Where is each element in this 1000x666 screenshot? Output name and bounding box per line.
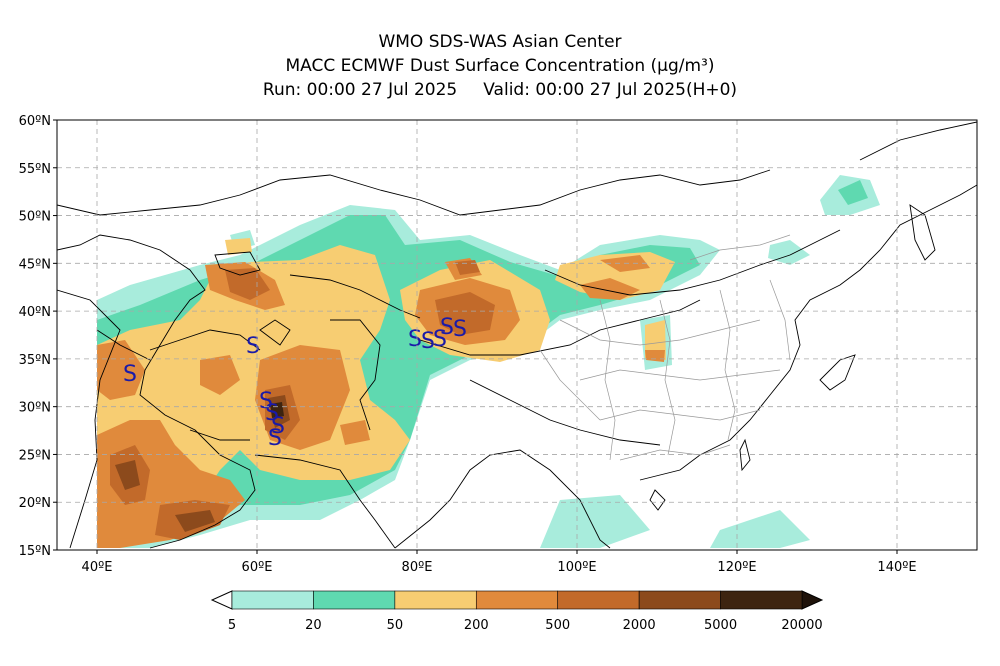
dust-storm-symbol: S	[259, 389, 273, 414]
colorbar-label: 20	[305, 618, 322, 633]
lon-label: 120ºE	[717, 560, 756, 575]
lon-label: 140ºE	[877, 560, 916, 575]
colorbar-under-arrow	[210, 590, 233, 610]
colorbar-segment	[557, 590, 640, 610]
colorbar-label: 500	[545, 618, 570, 633]
title-unit: (μg/m³)	[650, 56, 715, 76]
lon-label: 40ºE	[82, 560, 113, 575]
colorbar-label: 5000	[704, 618, 737, 633]
colorbar-label: 20000	[781, 618, 822, 633]
axis-ticks: 60ºN 55ºN 50ºN 45ºN 40ºN 35ºN 30ºN 25ºN 20ºN 15ºN…	[19, 114, 917, 575]
province-borders	[539, 234, 791, 461]
dust-storm-symbol: S	[268, 426, 282, 451]
colorbar: 5 20 50 200 500 2000 5000 20000	[210, 590, 824, 633]
colorbar-label: 200	[464, 618, 489, 633]
colorbar-segment	[394, 590, 477, 610]
lat-label: 15ºN	[19, 544, 51, 559]
lat-label: 55ºN	[19, 162, 51, 177]
coastlines	[57, 121, 977, 549]
dust-storm-symbol: S	[123, 362, 137, 387]
title-product-name: MACC ECMWF Dust Surface Concentration	[285, 56, 651, 76]
lon-label: 80ºE	[402, 560, 433, 575]
lat-label: 50ºN	[19, 210, 51, 225]
dust-storm-symbol: S	[265, 401, 279, 426]
dust-storm-symbol: S	[408, 327, 422, 352]
map-frame	[56, 119, 978, 551]
title-product: MACC ECMWF Dust Surface Concentration (μ…	[0, 54, 1000, 78]
colorbar-segment	[313, 590, 396, 610]
title-run: Run: 00:00 27 Jul 2025	[262, 80, 458, 100]
title-run-valid: Run: 00:00 27 Jul 2025 Valid: 00:00 27 Ju…	[0, 78, 1000, 102]
gridlines	[57, 120, 977, 550]
lat-label: 35ºN	[19, 353, 51, 368]
lat-label: 45ºN	[19, 257, 51, 272]
lat-label: 40ºN	[19, 305, 51, 320]
dust-storm-symbol: S	[271, 414, 285, 439]
colorbar-segment	[638, 590, 721, 610]
dust-level-5000-20000	[270, 402, 284, 418]
title-valid: Valid: 00:00 27 Jul 2025(H+0)	[483, 80, 738, 100]
lat-label: 30ºN	[19, 401, 51, 416]
dust-storm-symbol: S	[453, 317, 467, 342]
lat-label: 25ºN	[19, 448, 51, 463]
lat-label: 60ºN	[19, 114, 51, 129]
colorbar-label: 5	[228, 618, 236, 633]
colorbar-segment	[231, 590, 314, 610]
colorbar-label: 50	[387, 618, 404, 633]
colorbar-segment	[720, 590, 803, 610]
lon-label: 100ºE	[557, 560, 596, 575]
dust-storm-symbol: S	[440, 315, 454, 340]
dust-storm-symbol: S	[421, 329, 435, 354]
colorbar-label: 2000	[623, 618, 656, 633]
lon-label: 60ºE	[242, 560, 273, 575]
title-block: WMO SDS-WAS Asian Center MACC ECMWF Dust…	[0, 30, 1000, 102]
lat-label: 20ºN	[19, 496, 51, 511]
dust-storm-symbol: S	[246, 334, 260, 359]
colorbar-over-arrow	[801, 590, 824, 610]
dust-storm-symbol: S	[433, 327, 447, 352]
dust-field	[97, 175, 880, 548]
title-center: WMO SDS-WAS Asian Center	[378, 32, 622, 52]
colorbar-segment	[475, 590, 559, 610]
